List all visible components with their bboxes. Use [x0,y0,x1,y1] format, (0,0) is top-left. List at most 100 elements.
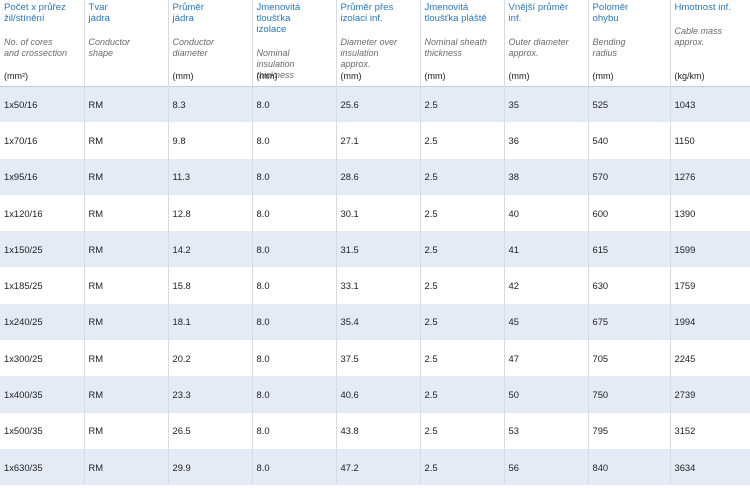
cell-diameter-over-insulation: 27.1 [336,122,421,159]
cell-diameter-over-insulation: 40.6 [336,376,421,413]
header-label-en: No. of cores and crossection [4,37,68,58]
cell-sheath-thickness: 2.5 [420,412,505,449]
cell-sheath-thickness: 2.5 [420,448,505,486]
cell-conductor-shape: RM [84,340,169,377]
cell-cores-crossection: 1x70/16 [0,122,85,159]
cell-conductor-diameter: 14.2 [168,231,253,268]
cell-diameter-over-insulation: 43.8 [336,412,421,449]
cell-conductor-shape: RM [84,194,169,232]
header-label-cz: Průměr přes izolaci inf. [340,2,394,24]
header-unit: (mm) [592,71,614,81]
cell-bending-radius: 630 [588,267,671,304]
cell-insulation-thickness: 8.0 [252,376,337,413]
cell-cores-crossection: 1x50/16 [0,86,85,123]
header-label-en: Outer diameter approx. [508,37,569,58]
cell-bending-radius: 615 [588,231,671,268]
cell-cores-crossection: 1x185/25 [0,267,85,304]
cell-diameter-over-insulation: 25.6 [336,86,421,123]
cell-conductor-diameter: 20.2 [168,340,253,377]
header-label-cz: Vnější průměr inf. [508,2,569,24]
table-header: Počet x průřez žil/stínění No. of cores a… [0,0,750,86]
cell-insulation-thickness: 8.0 [252,158,337,195]
header-label-cz: Průměr jádra [172,2,204,24]
cell-sheath-thickness: 2.5 [420,376,505,413]
header-cable-mass: Hmotnost inf. Cable mass approx. (kg/km) [670,0,750,86]
cell-conductor-shape: RM [84,122,169,159]
cell-conductor-shape: RM [84,448,169,486]
cell-bending-radius: 675 [588,303,671,341]
header-sheath-thickness: Jmenovitá tloušťka pláště Nominal sheath … [420,0,505,86]
header-label-cz: Tvar jádra [88,2,110,24]
cell-insulation-thickness: 8.0 [252,86,337,123]
cell-cores-crossection: 1x95/16 [0,158,85,195]
table-row: 1x50/16 RM 8.3 8.0 25.6 2.5 35 525 1043 [0,86,750,123]
table-row: 1x150/25 RM 14.2 8.0 31.5 2.5 41 615 1599 [0,231,750,268]
cell-conductor-shape: RM [84,231,169,268]
cell-sheath-thickness: 2.5 [420,303,505,341]
cell-conductor-shape: RM [84,303,169,341]
cell-outer-diameter: 50 [504,376,589,413]
cell-sheath-thickness: 2.5 [420,158,505,195]
header-label-cz: Poloměr ohybu [592,2,629,24]
cell-insulation-thickness: 8.0 [252,231,337,268]
cell-diameter-over-insulation: 47.2 [336,448,421,486]
header-label-en: Nominal insulation thickness [256,48,295,80]
cell-outer-diameter: 53 [504,412,589,449]
header-diameter-over-insulation: Průměr přes izolaci inf. Diameter over in… [336,0,421,86]
cell-bending-radius: 570 [588,158,671,195]
cell-conductor-diameter: 12.8 [168,194,253,232]
cell-bending-radius: 795 [588,412,671,449]
header-unit: (mm²) [4,71,28,81]
cell-insulation-thickness: 8.0 [252,122,337,159]
cell-outer-diameter: 38 [504,158,589,195]
cell-diameter-over-insulation: 37.5 [336,340,421,377]
cell-cores-crossection: 1x630/35 [0,448,85,486]
cell-cable-mass: 1994 [670,303,750,341]
cell-bending-radius: 705 [588,340,671,377]
header-unit: (kg/km) [674,71,705,81]
cell-insulation-thickness: 8.0 [252,267,337,304]
cell-conductor-diameter: 26.5 [168,412,253,449]
cell-cable-mass: 3634 [670,448,750,486]
header-label-en: Conductor diameter [172,37,215,58]
cell-cable-mass: 1390 [670,194,750,232]
cell-cable-mass: 2739 [670,376,750,413]
cell-outer-diameter: 42 [504,267,589,304]
table-row: 1x185/25 RM 15.8 8.0 33.1 2.5 42 630 1759 [0,267,750,304]
header-unit: (mm) [256,71,278,81]
cell-outer-diameter: 45 [504,303,589,341]
cell-diameter-over-insulation: 30.1 [336,194,421,232]
cell-conductor-diameter: 8.3 [168,86,253,123]
cell-bending-radius: 540 [588,122,671,159]
cell-conductor-diameter: 11.3 [168,158,253,195]
cell-cable-mass: 1150 [670,122,750,159]
cell-cable-mass: 1599 [670,231,750,268]
cell-cores-crossection: 1x240/25 [0,303,85,341]
header-row: Počet x průřez žil/stínění No. of cores a… [0,0,750,86]
cell-outer-diameter: 36 [504,122,589,159]
header-cores-crossection: Počet x průřez žil/stínění No. of cores a… [0,0,85,86]
cell-sheath-thickness: 2.5 [420,86,505,123]
table-row: 1x70/16 RM 9.8 8.0 27.1 2.5 36 540 1150 [0,122,750,159]
header-label-en: Diameter over insulation approx. [340,37,398,69]
table-row: 1x95/16 RM 11.3 8.0 28.6 2.5 38 570 1276 [0,158,750,195]
cell-sheath-thickness: 2.5 [420,340,505,377]
table-row: 1x630/35 RM 29.9 8.0 47.2 2.5 56 840 3634 [0,448,750,486]
cell-sheath-thickness: 2.5 [420,194,505,232]
cell-cable-mass: 1043 [670,86,750,123]
cell-conductor-diameter: 18.1 [168,303,253,341]
cell-cores-crossection: 1x150/25 [0,231,85,268]
header-unit: (mm) [340,71,362,81]
table-row: 1x240/25 RM 18.1 8.0 35.4 2.5 45 675 1994 [0,303,750,341]
cell-conductor-diameter: 15.8 [168,267,253,304]
header-label-en: Bending radius [592,37,626,58]
cell-diameter-over-insulation: 35.4 [336,303,421,341]
cell-sheath-thickness: 2.5 [420,122,505,159]
header-label-en: Nominal sheath thickness [424,37,488,58]
cell-cores-crossection: 1x400/35 [0,376,85,413]
header-label-cz: Jmenovitá tloušťka izolace [256,2,301,35]
header-label-en: Conductor shape [88,37,131,58]
cell-bending-radius: 750 [588,376,671,413]
header-unit: (mm) [508,71,530,81]
